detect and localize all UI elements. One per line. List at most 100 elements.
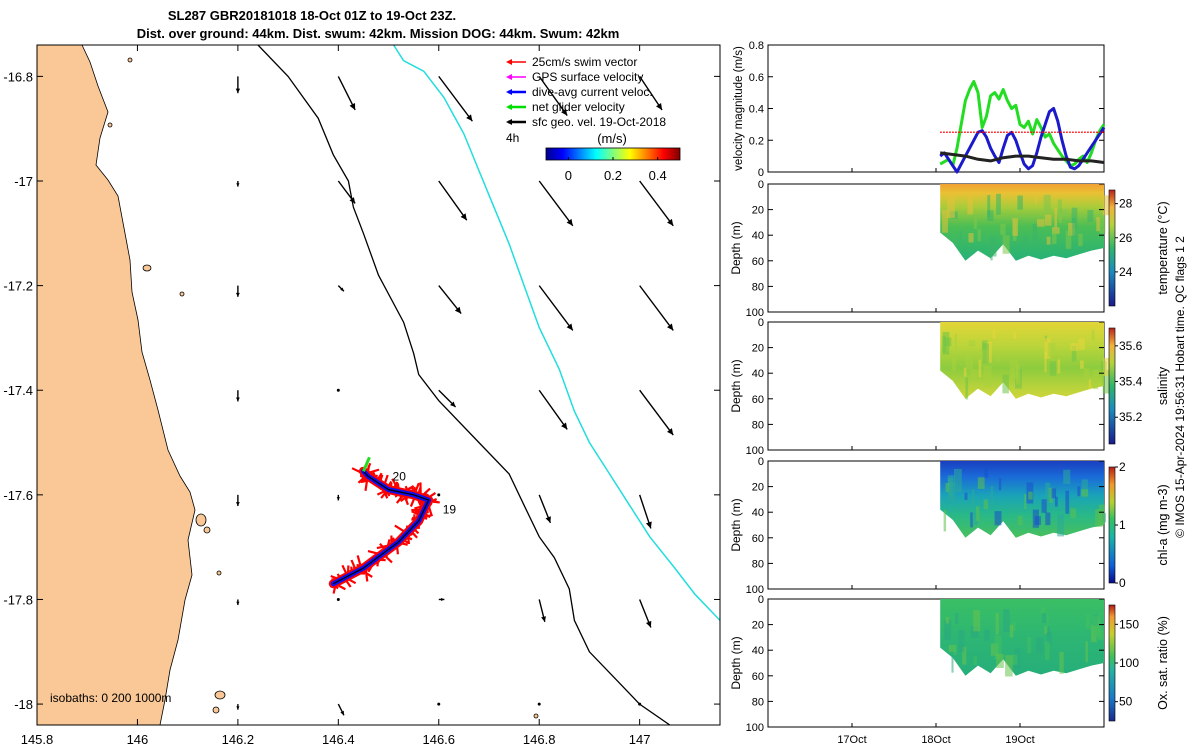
section-texture-2 [1010, 360, 1018, 379]
current-vector-8 [538, 180, 574, 227]
current-vector-34 [638, 702, 642, 706]
section-texture-1 [1052, 230, 1057, 245]
title-line-2: Dist. over ground: 44km. Dist. swum: 42k… [137, 26, 620, 41]
legend-arrowhead-4 [506, 119, 512, 125]
section-texture-3 [990, 486, 993, 510]
temperature-panel: 0 20 40 60 80 100 Depth (m) 24 26 28 temperature (… [729, 179, 1170, 319]
current-vector-32 [437, 702, 441, 706]
oxygen-panel: 0 20 40 60 80 100 Depth (m) 50 100 150 Ox. sat. ra… [729, 594, 1170, 734]
section-texture-2 [992, 328, 996, 339]
section-texture-1 [1087, 210, 1094, 223]
current-vector-head-17 [450, 401, 456, 408]
section-texture-2 [1047, 342, 1056, 357]
velocity-y-tick-label-4: 0.8 [749, 40, 764, 52]
section-texture-3 [994, 511, 1002, 526]
right-panels: 0 0.2 0.4 0.6 0.8 velocity magnitude (m/s) 0 2… [729, 40, 1170, 746]
section-texture-3 [1032, 509, 1039, 528]
section-texture-1 [1037, 219, 1045, 227]
section-colorbar-label-1-2: 28 [1119, 197, 1133, 211]
section-texture-3 [1048, 487, 1053, 503]
section-y-tick-label-3-1: 20 [752, 482, 764, 494]
section-texture-3 [970, 512, 973, 528]
map-y-tick-label-2: -17.2 [3, 279, 33, 294]
section-texture-3 [943, 509, 947, 532]
section-texture-1 [1044, 214, 1052, 226]
legend-label-1: GPS surface velocity [532, 70, 643, 84]
section-texture-3 [1041, 499, 1047, 513]
section-data-1 [940, 184, 1104, 261]
map-y-axis: -16.8 -17 -17.2 -17.4 -17.6 -17.8 -18 [3, 69, 720, 712]
section-texture-2 [996, 353, 1000, 363]
section-texture-4 [1005, 655, 1013, 677]
section-texture-1 [1072, 217, 1076, 237]
section-texture-4 [1036, 637, 1044, 653]
section-texture-1 [1023, 235, 1028, 245]
section-texture-3 [984, 468, 989, 478]
section-y-tick-label-1-0: 0 [758, 179, 764, 191]
section-texture-1 [987, 195, 991, 218]
current-vector-head-10 [235, 292, 240, 297]
velocity-y-tick-label-2: 0.4 [749, 104, 764, 116]
legend-arrowhead-1 [506, 74, 512, 80]
section-texture-2 [1049, 361, 1056, 376]
section-y-tick-label-3-0: 0 [758, 456, 764, 468]
section-texture-4 [955, 612, 959, 624]
section-colorbar-3 [1108, 466, 1116, 584]
section-colorbar-title-3: chl-a (mg m-3) [1156, 484, 1170, 565]
section-texture-4 [1085, 614, 1091, 629]
section-texture-4 [973, 656, 977, 665]
map-y-tick-label-4: -17.6 [3, 488, 33, 503]
section-texture-1 [1060, 209, 1068, 217]
section-texture-3 [1065, 490, 1070, 514]
section-texture-2 [978, 359, 982, 378]
section-texture-1 [1034, 192, 1038, 204]
current-vector-head-9 [667, 218, 674, 226]
section-texture-3 [948, 484, 953, 495]
map-y-tick-label-5: -17.8 [3, 592, 33, 607]
legend-arrowhead-0 [506, 59, 512, 65]
section-texture-2 [1103, 357, 1110, 377]
colorbar-tick-label-2: 0.4 [649, 168, 667, 183]
section-texture-1 [1043, 194, 1051, 212]
legend-label-4: sfc geo. vel. 19-Oct-2018 [532, 115, 666, 129]
section-texture-4 [944, 620, 952, 640]
section-colorbar-label-2-1: 35.4 [1119, 375, 1143, 389]
section-y-tick-label-1-2: 40 [752, 230, 764, 242]
section-colorbar-label-4-2: 150 [1119, 617, 1139, 631]
section-texture-4 [1047, 631, 1052, 645]
section-texture-4 [1044, 641, 1050, 661]
speed-colorbar-ticks: 0 0.2 0.4 [565, 157, 667, 183]
current-vector-head-30 [236, 706, 240, 710]
section-texture-1 [1032, 223, 1038, 243]
current-vector-head-31 [340, 710, 344, 716]
section-texture-1 [990, 240, 993, 261]
current-vector-19 [639, 389, 674, 436]
section-texture-1 [1096, 217, 1101, 232]
section-colorbar-label-3-0: 0 [1119, 576, 1126, 590]
section-texture-1 [1102, 195, 1110, 216]
velocity-y-tick-label-3: 0.6 [749, 72, 764, 84]
net-glider-velocity-arrow [362, 456, 371, 472]
section-texture-4 [951, 648, 954, 673]
section-texture-3 [1017, 515, 1023, 525]
section-texture-2 [951, 356, 956, 371]
section-texture-4 [996, 653, 1004, 668]
section-y-label-2: Depth (m) [729, 359, 743, 412]
section-texture-4 [1011, 621, 1016, 632]
section-y-tick-label-1-4: 80 [752, 281, 764, 293]
section-texture-2 [942, 335, 946, 353]
current-vector-head-13 [566, 323, 573, 331]
section-texture-2 [1080, 360, 1084, 369]
current-vector-head-7 [460, 213, 467, 221]
section-y-tick-label-2-3: 60 [752, 394, 764, 406]
section-texture-1 [1099, 215, 1106, 234]
current-vector-head-29 [645, 620, 652, 628]
section-texture-3 [1095, 509, 1103, 527]
current-vector-18 [538, 389, 568, 430]
section-texture-4 [1045, 626, 1050, 636]
section-texture-4 [984, 629, 990, 641]
section-texture-4 [953, 644, 957, 656]
section-texture-2 [1088, 379, 1091, 390]
